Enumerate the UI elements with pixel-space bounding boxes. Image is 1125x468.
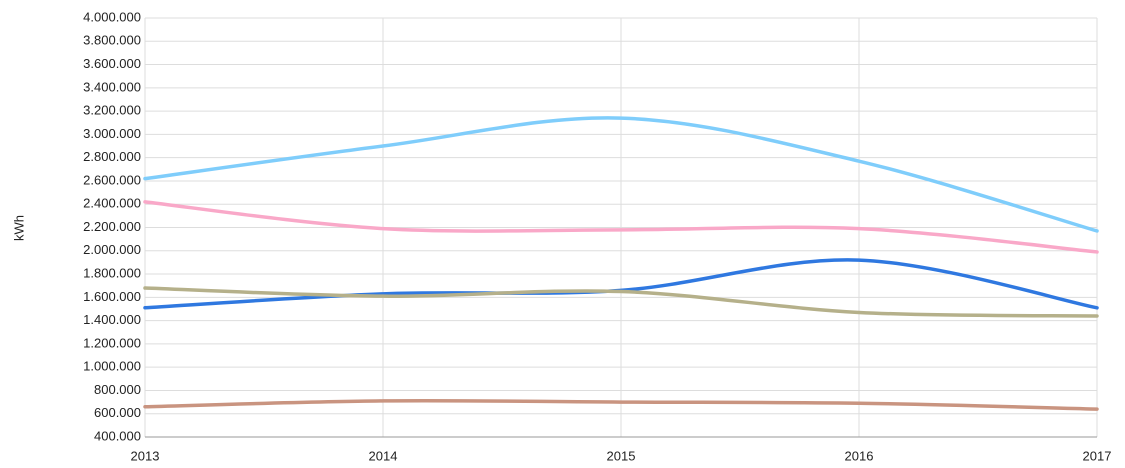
x-tick-label: 2016	[845, 448, 874, 463]
y-tick-label: 3.800.000	[83, 33, 141, 48]
y-tick-label: 1.200.000	[83, 335, 141, 350]
y-tick-label: 3.400.000	[83, 79, 141, 94]
y-tick-label: 2.800.000	[83, 149, 141, 164]
series-line	[143, 116, 1099, 233]
y-tick-label: 3.000.000	[83, 126, 141, 141]
y-tick-label: 2.600.000	[83, 172, 141, 187]
x-tick-label: 2015	[607, 448, 636, 463]
y-tick-label: 3.600.000	[83, 56, 141, 71]
x-tick-label: 2013	[131, 448, 160, 463]
series-line	[143, 398, 1099, 411]
y-tick-label: 4.000.000	[83, 9, 141, 24]
y-tick-label: 2.000.000	[83, 242, 141, 257]
series-line	[143, 286, 1099, 318]
y-tick-label: 400.000	[94, 428, 141, 443]
y-tick-label: 2.400.000	[83, 196, 141, 211]
y-tick-label: 1.000.000	[83, 359, 141, 374]
y-tick-label: 3.200.000	[83, 103, 141, 118]
y-tick-label: 2.200.000	[83, 219, 141, 234]
x-tick-label: 2014	[369, 448, 398, 463]
y-axis-label: kWh	[11, 215, 26, 241]
y-tick-label: 1.600.000	[83, 289, 141, 304]
y-tick-label: 1.400.000	[83, 312, 141, 327]
x-tick-label: 2017	[1083, 448, 1112, 463]
y-tick-label: 600.000	[94, 405, 141, 420]
y-tick-label: 1.800.000	[83, 265, 141, 280]
y-tick-label: 800.000	[94, 382, 141, 397]
series-line	[143, 200, 1099, 254]
